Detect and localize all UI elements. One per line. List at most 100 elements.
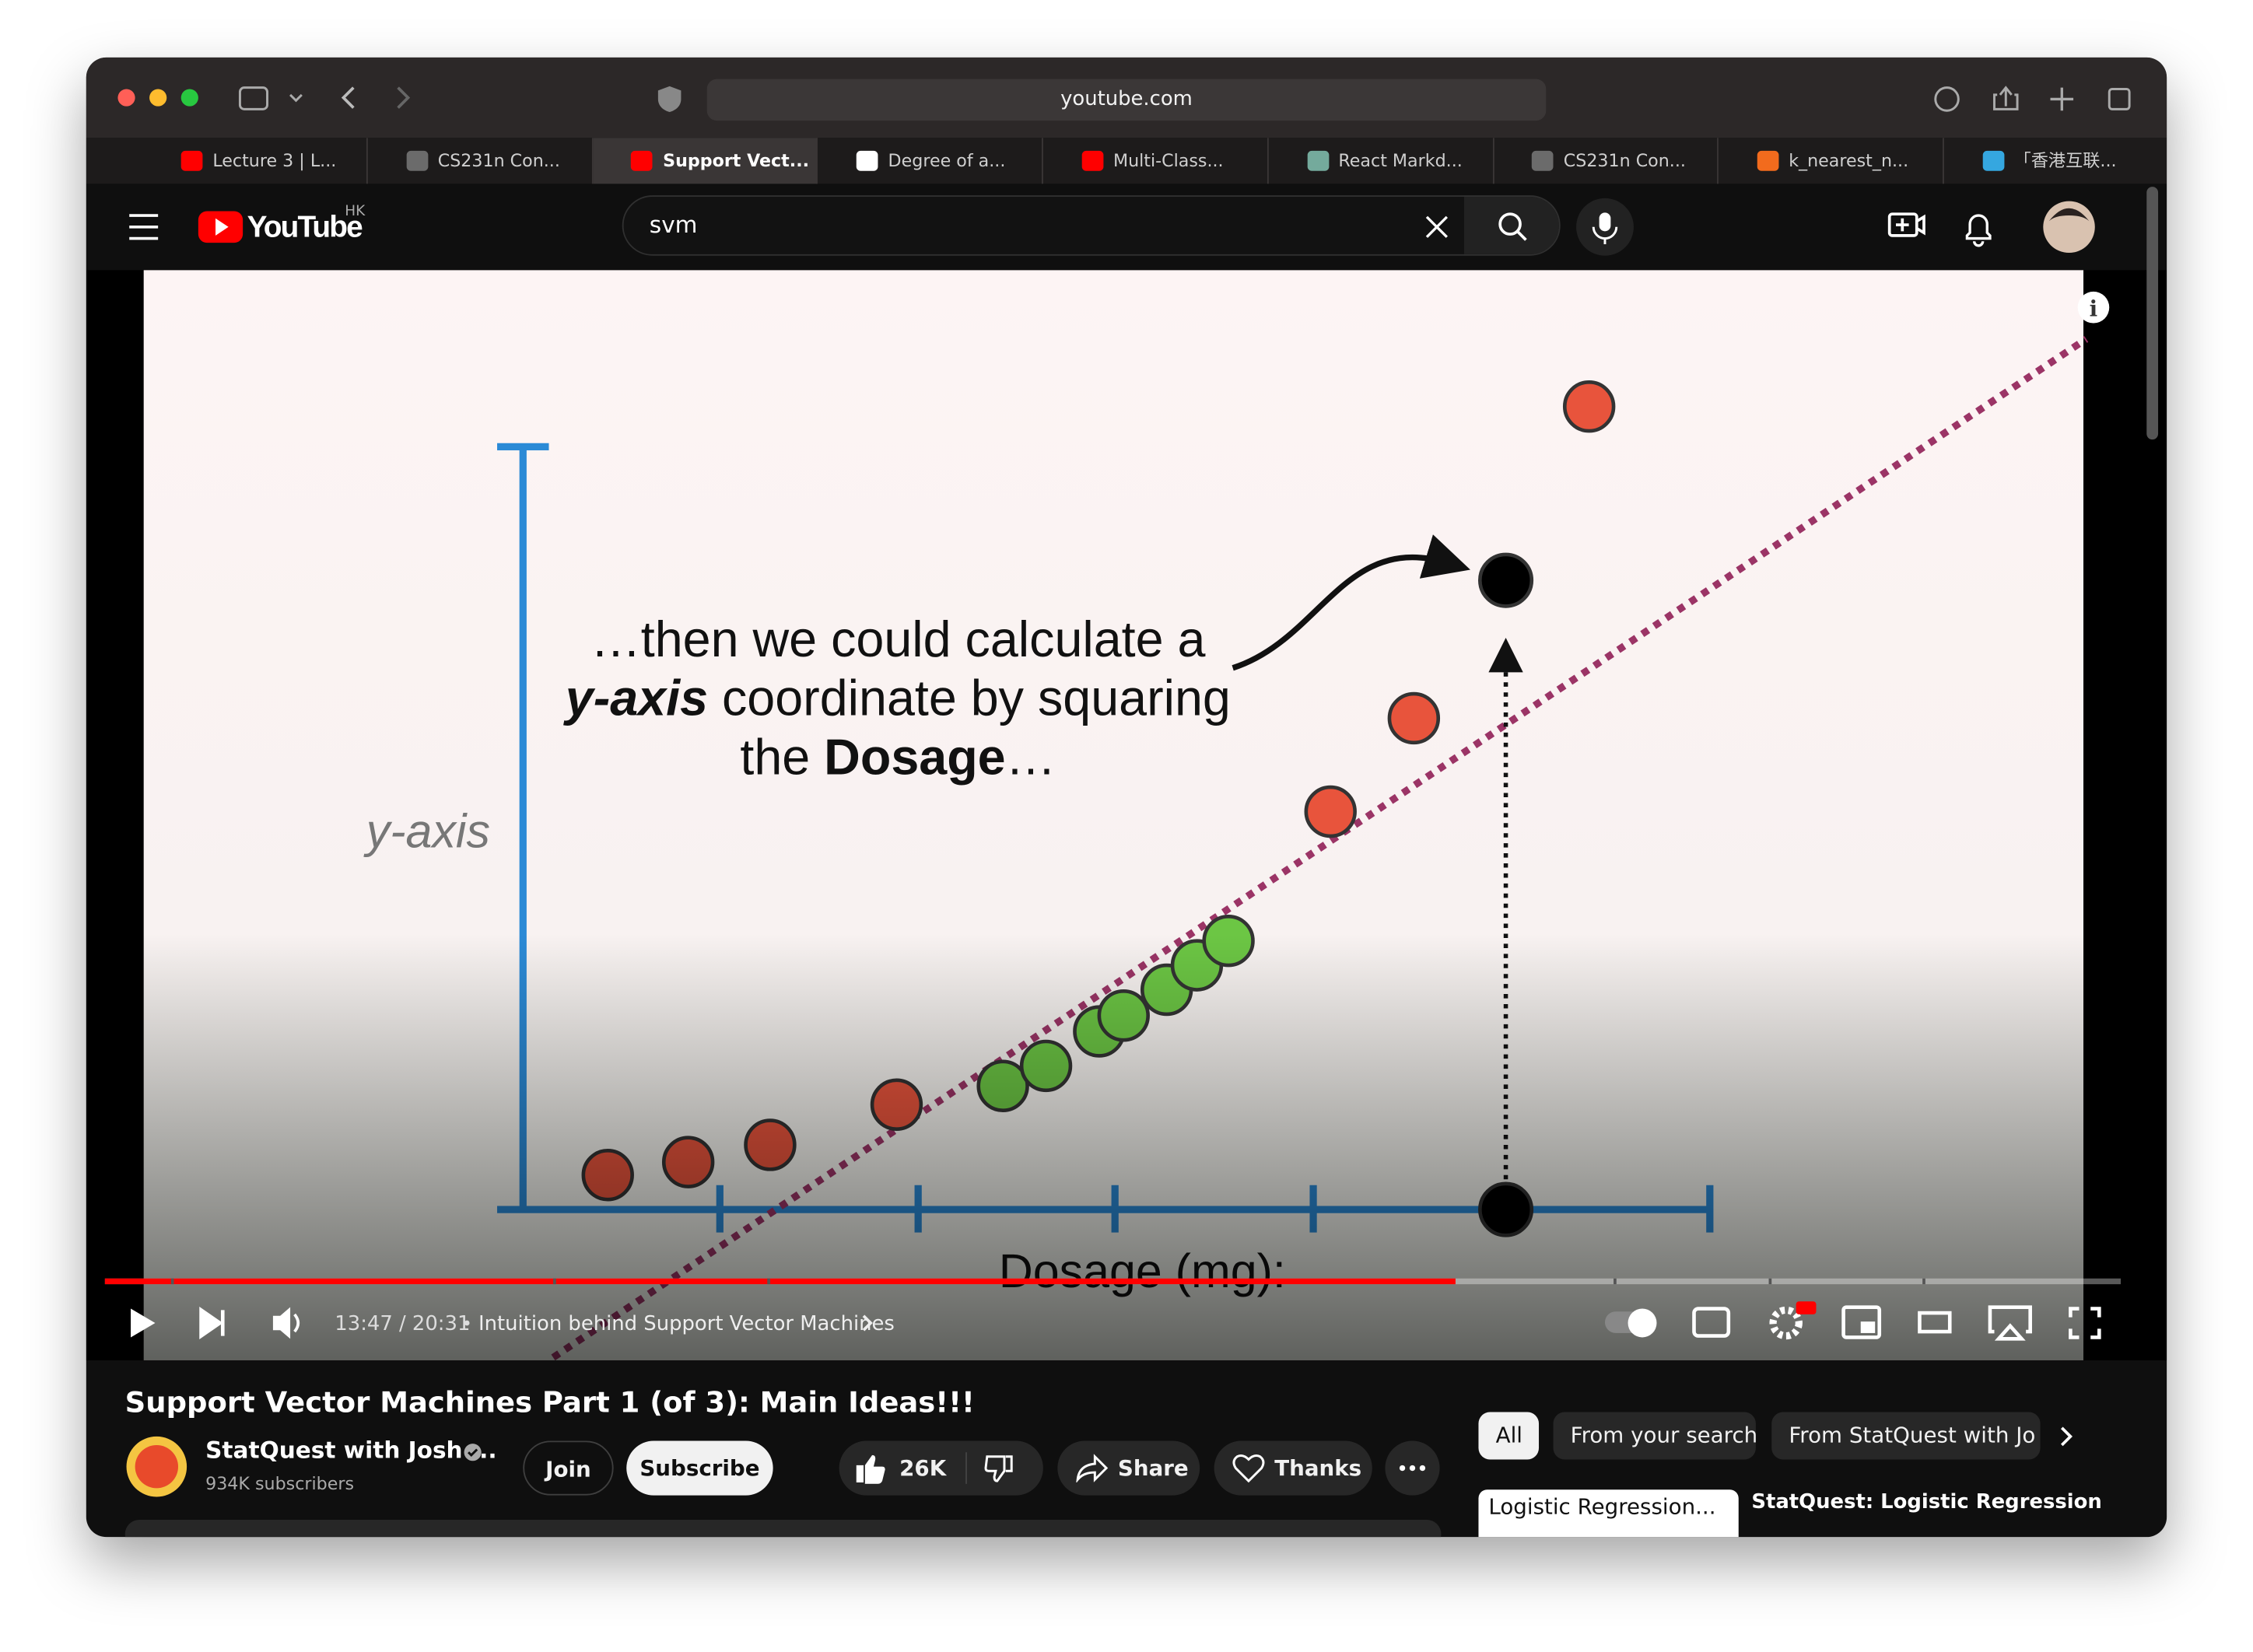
create-button[interactable] [1887, 212, 1918, 237]
browser-tab[interactable]: CS231n Con... [369, 138, 594, 184]
like-icon[interactable] [853, 1452, 888, 1484]
captions-button[interactable] [1692, 1307, 1731, 1338]
menu-button[interactable] [129, 214, 159, 240]
join-label: Join [545, 1456, 591, 1483]
search-box[interactable]: svm [622, 195, 1561, 256]
time-display: 13:47 / 20:31 [335, 1312, 470, 1335]
notifications-button[interactable] [1965, 214, 1992, 247]
tab-bar: Lecture 3 | L... CS231n Con... Support Vec… [86, 138, 2167, 184]
caption-line: the Dosage… [740, 728, 1056, 785]
thanks-button[interactable]: Thanks [1214, 1440, 1372, 1496]
privacy-shield[interactable] [657, 86, 682, 113]
join-button[interactable]: Join [523, 1440, 614, 1496]
browser-tab[interactable]: CS231n Con... [1494, 138, 1719, 184]
video-player[interactable]: …then we could calculate a y-axis coordi… [86, 270, 2167, 1361]
tab-overview-button[interactable] [2108, 88, 2131, 110]
like-divider [965, 1452, 967, 1484]
region-code: HK [345, 203, 366, 219]
progress-played [104, 1278, 1456, 1285]
tab-favicon [180, 150, 203, 171]
tab-favicon [406, 150, 428, 171]
slide-caption: …then we could calculate a y-axis coordi… [563, 611, 1231, 785]
zoom-button[interactable] [180, 89, 198, 107]
next-button[interactable] [199, 1306, 225, 1340]
curved-arrow [1232, 534, 1470, 671]
settings-button[interactable] [1769, 1306, 1803, 1340]
minimize-button[interactable] [149, 89, 167, 107]
browser-tab[interactable]: Lecture 3 | L... [144, 138, 368, 184]
header-icons: YouTube HK [129, 198, 2095, 256]
like-count[interactable]: 26K [899, 1454, 947, 1482]
downloads-button[interactable] [1934, 86, 1960, 112]
filter-chip[interactable]: From StatQuest with Jo [1771, 1412, 2041, 1460]
info-icon: i [2090, 296, 2098, 321]
separator-dot [464, 1320, 470, 1326]
url-text: youtube.com [1060, 87, 1193, 111]
caption-line: y-axis coordinate by squaring [563, 670, 1231, 726]
browser-tab[interactable]: Multi-Class... [1044, 138, 1269, 184]
browser-tab[interactable]: 「香港互联... [1945, 138, 2167, 184]
browser-tab[interactable]: React Markd... [1270, 138, 1494, 184]
caption-text: coordinate by squaring [708, 670, 1231, 726]
back-button[interactable] [341, 86, 355, 109]
search-button[interactable] [1463, 197, 1561, 256]
logo-text[interactable]: YouTube [247, 211, 364, 244]
recommendation-title[interactable]: StatQuest: Logistic Regression [1751, 1491, 2102, 1514]
red-point [1304, 785, 1357, 838]
close-button[interactable] [117, 89, 135, 107]
red-point [1387, 691, 1441, 745]
slide-y-label: y-axis [363, 805, 490, 858]
chips-next-button[interactable] [2055, 1425, 2078, 1448]
thanks-label: Thanks [1274, 1454, 1362, 1482]
tab-title: Support Vect... [663, 150, 810, 171]
description-box[interactable] [124, 1520, 1442, 1538]
search-icons [1425, 197, 1561, 256]
sidebar-menu[interactable] [289, 93, 303, 103]
tab-title: Multi-Class... [1112, 150, 1224, 171]
dislike-icon[interactable] [983, 1454, 1017, 1486]
filter-chip[interactable]: All [1478, 1412, 1540, 1460]
share-button[interactable] [1993, 86, 2019, 110]
tab-title: k_nearest_n... [1789, 150, 1909, 171]
fullscreen-button[interactable] [2069, 1307, 2101, 1339]
more-actions-button[interactable] [1384, 1440, 1442, 1496]
tab-favicon [1757, 150, 1779, 171]
create-icon [1895, 214, 1925, 236]
red-point [1562, 380, 1616, 433]
hd-badge [1796, 1301, 1817, 1314]
search-query[interactable]: svm [649, 211, 698, 239]
share-button[interactable]: Share [1057, 1440, 1200, 1496]
filter-chip[interactable]: From your search [1553, 1412, 1756, 1460]
browser-tab[interactable]: Support Vect... [594, 138, 818, 184]
mic-stand [1592, 226, 1618, 244]
chapter-markers [170, 1278, 1925, 1285]
miniplayer-button[interactable] [1841, 1305, 1882, 1339]
caption-line: …then we could calculate a [590, 611, 1205, 667]
tab-title: React Markd... [1338, 150, 1463, 171]
airplay-button[interactable] [1988, 1305, 2032, 1341]
scrollbar-thumb[interactable] [2146, 187, 2159, 440]
info-button[interactable] [2077, 291, 2110, 324]
address-bar[interactable]: youtube.com [706, 79, 1547, 121]
tab-favicon [1532, 150, 1554, 171]
play-button[interactable] [131, 1308, 156, 1338]
recommendation-thumbnail[interactable]: Logistic Regression... [1478, 1489, 1739, 1538]
new-tab-button[interactable] [2050, 87, 2074, 111]
browser-tab[interactable]: Degree of a... [819, 138, 1044, 184]
share-icon [1076, 1454, 1109, 1483]
theater-button[interactable] [1918, 1311, 1952, 1334]
tab-favicon [1081, 150, 1104, 171]
forward-button[interactable] [397, 86, 411, 109]
channel-avatar[interactable] [125, 1435, 188, 1498]
channel-name[interactable]: StatQuest with Josh ... [205, 1436, 497, 1464]
browser-tab[interactable]: k_nearest_n... [1720, 138, 1944, 184]
chapter-title[interactable]: Intuition behind Support Vector Machines [478, 1312, 895, 1335]
volume-button[interactable] [272, 1307, 291, 1339]
clear-search-button[interactable] [1425, 215, 1449, 238]
sidebar-button[interactable] [238, 86, 269, 110]
title-bar-icons [117, 86, 2131, 113]
subscribe-button[interactable]: Subscribe [626, 1440, 773, 1496]
subscriber-count: 934K subscribers [205, 1473, 355, 1494]
